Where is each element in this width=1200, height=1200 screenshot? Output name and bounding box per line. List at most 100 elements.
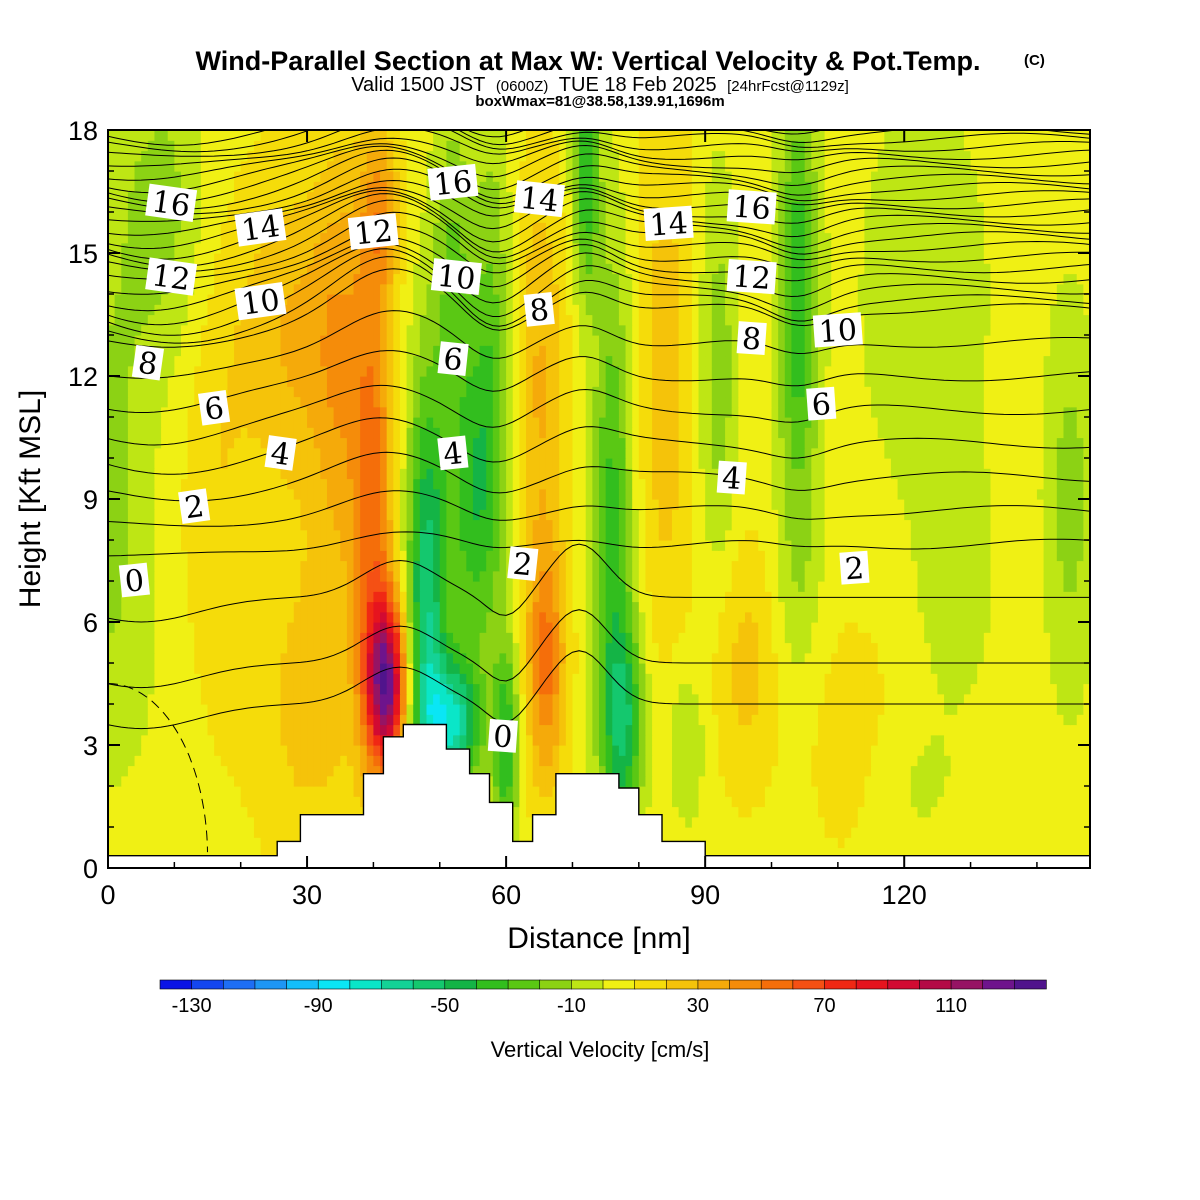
velocity-cell	[114, 693, 122, 705]
velocity-cell	[273, 642, 282, 654]
velocity-cell	[691, 704, 700, 715]
velocity-cell	[127, 827, 136, 838]
velocity-cell	[1050, 529, 1058, 541]
velocity-cell	[565, 704, 574, 715]
velocity-cell	[161, 714, 169, 726]
velocity-cell	[1063, 642, 1071, 654]
velocity-cell	[174, 622, 182, 633]
velocity-cell	[585, 745, 593, 756]
velocity-cell	[326, 529, 335, 541]
velocity-cell	[180, 652, 189, 664]
velocity-cell	[1036, 550, 1045, 562]
velocity-cell	[1030, 714, 1038, 726]
velocity-cell	[545, 601, 554, 613]
velocity-cell	[831, 755, 839, 767]
velocity-cell	[851, 765, 859, 777]
velocity-cell	[1036, 786, 1045, 797]
velocity-cell	[691, 734, 700, 746]
velocity-cell	[1056, 837, 1065, 849]
velocity-cell	[731, 683, 739, 695]
velocity-cell	[267, 683, 275, 695]
velocity-cell	[207, 570, 215, 582]
velocity-cell	[1010, 714, 1018, 726]
velocity-cell	[287, 786, 295, 797]
velocity-cell	[645, 806, 653, 818]
velocity-cell	[333, 642, 341, 654]
velocity-cell	[997, 775, 1005, 787]
velocity-cell	[1063, 847, 1071, 859]
velocity-cell	[817, 755, 826, 767]
velocity-cell	[950, 570, 958, 582]
velocity-cell	[366, 611, 375, 623]
velocity-cell	[671, 663, 680, 674]
velocity-cell	[731, 601, 739, 613]
velocity-cell	[751, 755, 759, 767]
velocity-cell	[751, 642, 759, 654]
velocity-cell	[811, 765, 819, 777]
velocity-cell	[904, 581, 912, 592]
velocity-cell	[260, 745, 268, 756]
velocity-cell	[904, 714, 912, 726]
velocity-cell	[1050, 591, 1058, 603]
velocity-cell	[698, 591, 706, 603]
velocity-cell	[134, 591, 142, 603]
velocity-cell	[731, 560, 739, 572]
velocity-cell	[1050, 734, 1058, 746]
velocity-cell	[426, 632, 434, 644]
velocity-cell	[671, 611, 680, 623]
velocity-cell	[453, 724, 461, 736]
velocity-cell	[937, 663, 945, 674]
velocity-cell	[253, 837, 262, 849]
velocity-cell	[267, 837, 275, 849]
velocity-cell	[1036, 591, 1045, 603]
velocity-cell	[811, 806, 819, 818]
velocity-cell	[459, 622, 467, 633]
velocity-cell	[831, 550, 839, 562]
velocity-cell	[154, 642, 162, 654]
velocity-cell	[360, 591, 368, 603]
velocity-cell	[705, 714, 713, 726]
velocity-cell	[831, 837, 839, 849]
velocity-cell	[479, 745, 487, 756]
velocity-cell	[877, 673, 885, 685]
velocity-cell	[1023, 663, 1031, 674]
velocity-cell	[652, 591, 660, 603]
velocity-cell	[340, 591, 348, 603]
velocity-cell	[837, 673, 846, 685]
velocity-cell	[373, 519, 381, 531]
velocity-cell	[433, 560, 441, 572]
velocity-cell	[605, 663, 613, 674]
velocity-cell	[1063, 683, 1071, 695]
velocity-cell	[141, 765, 149, 777]
velocity-cell	[731, 816, 739, 828]
velocity-cell	[890, 847, 899, 859]
velocity-cell	[605, 529, 613, 541]
velocity-cell	[917, 847, 925, 859]
velocity-cell	[897, 806, 905, 818]
velocity-cell	[804, 632, 812, 644]
velocity-cell	[718, 642, 726, 654]
velocity-cell	[134, 529, 142, 541]
velocity-cell	[472, 663, 481, 674]
velocity-cell	[320, 724, 328, 736]
velocity-cell	[287, 693, 295, 705]
velocity-cell	[572, 601, 580, 613]
velocity-cell	[645, 540, 653, 551]
velocity-cell	[260, 837, 268, 849]
velocity-cell	[419, 591, 428, 603]
velocity-cell	[990, 786, 998, 797]
velocity-cell	[844, 796, 852, 808]
velocity-cell	[778, 734, 786, 746]
velocity-cell	[725, 734, 733, 746]
velocity-cell	[220, 601, 229, 613]
velocity-cell	[718, 765, 726, 777]
velocity-cell	[778, 693, 786, 705]
velocity-cell	[678, 775, 686, 787]
velocity-cell	[260, 734, 268, 746]
velocity-cell	[990, 529, 998, 541]
velocity-cell	[884, 642, 892, 654]
velocity-cell	[990, 827, 998, 838]
velocity-cell	[526, 642, 534, 654]
velocity-cell	[180, 581, 189, 592]
velocity-cell	[479, 663, 487, 674]
